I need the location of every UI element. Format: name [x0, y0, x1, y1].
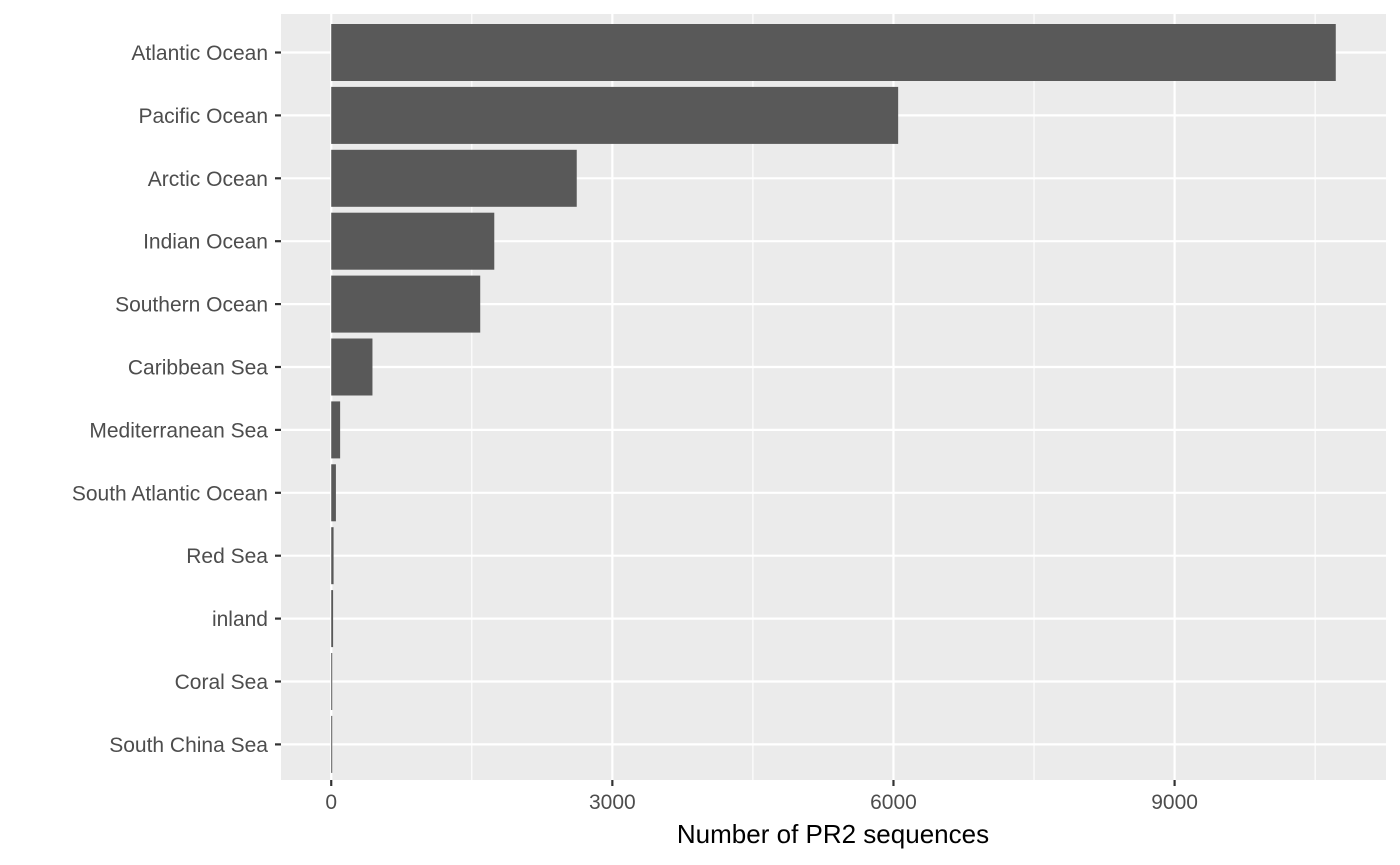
bar-mediterranean-sea [331, 401, 341, 459]
y-axis: Atlantic Ocean Pacific Ocean Arctic Ocean I… [72, 42, 281, 757]
x-axis-title: Number of PR2 sequences [677, 819, 989, 849]
x-tick-label-6000: 6000 [870, 791, 917, 814]
y-tick-label-arctic-ocean: Arctic Ocean [148, 168, 268, 191]
x-tick-label-9000: 9000 [1151, 791, 1198, 814]
y-tick-label-southern-ocean: Southern Ocean [115, 294, 268, 317]
bar-pacific-ocean [331, 86, 899, 144]
bar-atlantic-ocean [331, 24, 1336, 81]
x-tick-label-0: 0 [325, 791, 337, 814]
y-tick-label-south-atlantic-ocean: South Atlantic Ocean [72, 482, 268, 505]
y-tick-label-atlantic-ocean: Atlantic Ocean [131, 42, 268, 65]
y-tick-label-pacific-ocean: Pacific Ocean [138, 105, 268, 128]
x-axis: 0 3000 6000 9000 [325, 780, 1198, 814]
bar-south-china-sea [331, 715, 333, 773]
bar-indian-ocean [331, 212, 495, 270]
y-tick-label-coral-sea: Coral Sea [175, 671, 269, 694]
bar-red-sea [331, 527, 334, 585]
bar-coral-sea [331, 653, 333, 710]
y-tick-label-indian-ocean: Indian Ocean [143, 231, 268, 254]
x-tick-label-3000: 3000 [589, 791, 636, 814]
y-tick-label-red-sea: Red Sea [186, 545, 268, 568]
y-tick-label-mediterranean-sea: Mediterranean Sea [89, 419, 268, 442]
y-tick-label-inland: inland [212, 608, 268, 631]
y-tick-label-caribbean-sea: Caribbean Sea [128, 357, 268, 380]
bars [331, 24, 1336, 773]
bar-arctic-ocean [331, 149, 577, 207]
bar-southern-ocean [331, 275, 481, 333]
bar-caribbean-sea [331, 338, 373, 396]
bar-south-atlantic-ocean [331, 464, 336, 522]
y-tick-label-south-china-sea: South China Sea [109, 734, 268, 757]
bar-inland [331, 590, 334, 648]
